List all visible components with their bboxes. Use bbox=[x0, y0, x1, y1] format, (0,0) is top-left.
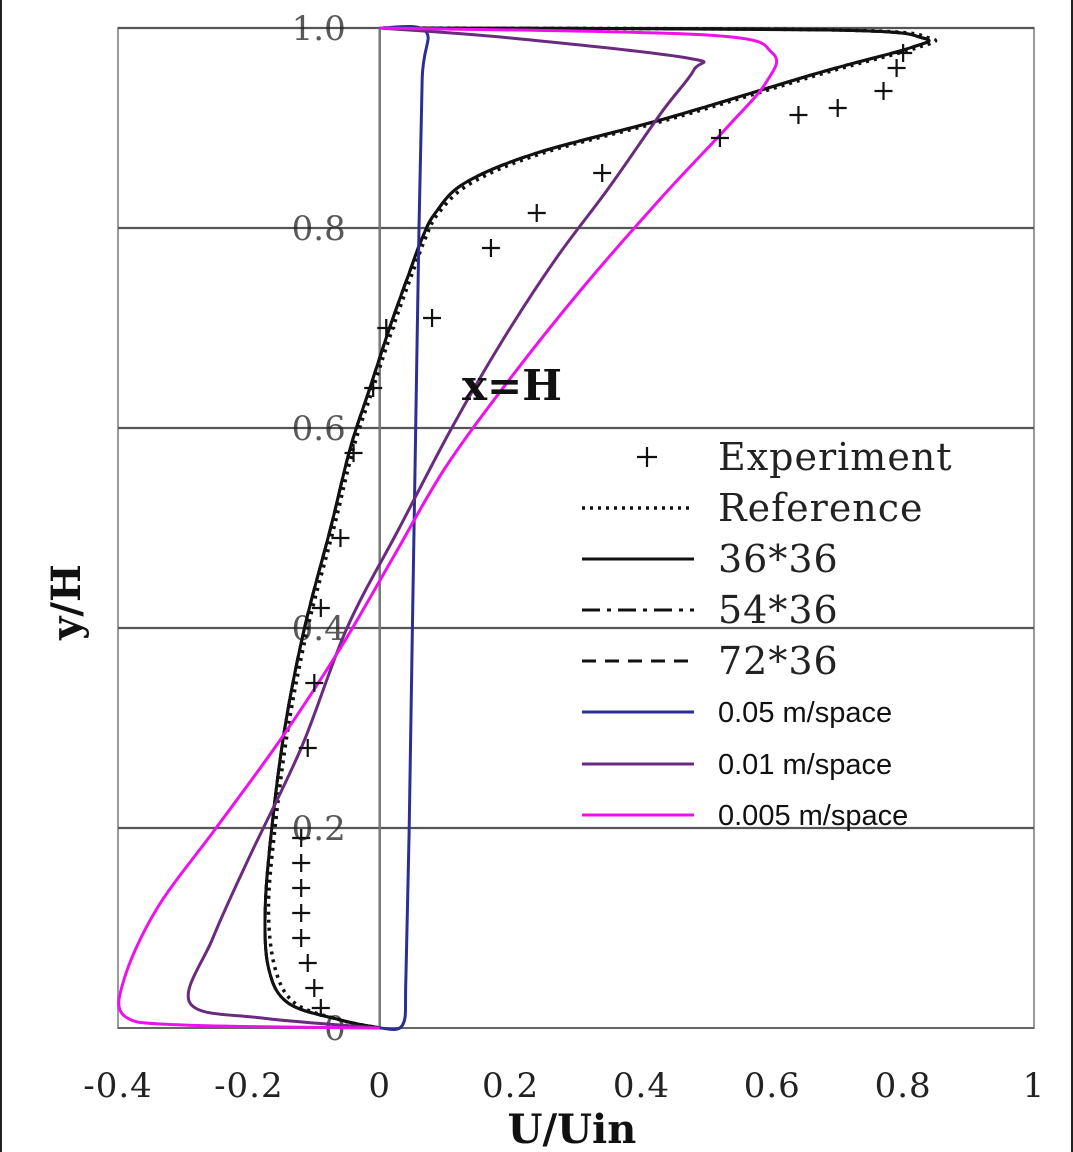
x-tick-label: -0.2 bbox=[214, 1066, 284, 1106]
legend-label: 72*36 bbox=[718, 639, 839, 683]
experiment-point bbox=[789, 106, 808, 124]
x-axis-label: U/Uin bbox=[508, 1106, 637, 1152]
y-tick-label: 0.2 bbox=[292, 809, 346, 849]
experiment-point bbox=[292, 929, 311, 947]
legend-label: Reference bbox=[718, 486, 924, 530]
experiment-point bbox=[481, 239, 500, 257]
series-line-6 bbox=[186, 26, 706, 1030]
experiment-point bbox=[828, 99, 847, 117]
legend-label: 54*36 bbox=[718, 588, 839, 632]
experiment-point bbox=[710, 129, 729, 147]
y-tick-labels: 00.20.40.60.81.0 bbox=[292, 9, 346, 1049]
x-tick-label: 0.4 bbox=[613, 1066, 670, 1106]
experiment-point bbox=[305, 979, 324, 997]
series-line-5 bbox=[379, 25, 430, 1031]
legend-label: 36*36 bbox=[718, 537, 839, 581]
legend: Experiment Reference 36*36 54*36 72*36 0.05 m… bbox=[582, 435, 953, 832]
legend-label: Experiment bbox=[718, 435, 953, 479]
experiment-point bbox=[292, 904, 311, 922]
experiment-point bbox=[331, 529, 350, 547]
legend-marker bbox=[637, 447, 657, 467]
experiment-point bbox=[423, 309, 442, 327]
experiment-point bbox=[874, 82, 893, 100]
y-tick-label: 0.8 bbox=[292, 209, 346, 249]
y-tick-label: 0.6 bbox=[292, 409, 346, 449]
experiment-point bbox=[894, 44, 913, 62]
x-tick-label: 0 bbox=[368, 1066, 391, 1106]
experiment-point bbox=[311, 599, 330, 617]
x-tick-label: -0.4 bbox=[83, 1066, 153, 1106]
series-line-2 bbox=[263, 26, 931, 1030]
experiment-point bbox=[887, 59, 906, 77]
y-axis-label: y/H bbox=[43, 564, 90, 641]
experiment-point bbox=[292, 879, 311, 897]
series-line-1 bbox=[266, 26, 938, 1030]
experiment-point bbox=[305, 674, 324, 692]
experiment-point bbox=[298, 954, 317, 972]
y-tick-label: 1.0 bbox=[292, 9, 346, 49]
series-line-7 bbox=[117, 26, 779, 1030]
data-series bbox=[117, 25, 938, 1031]
x-tick-label: 0.6 bbox=[744, 1066, 801, 1106]
legend-label: 0.01 m/space bbox=[718, 749, 892, 781]
experiment-point bbox=[527, 204, 546, 222]
legend-label: 0.005 m/space bbox=[718, 800, 908, 832]
experiment-point bbox=[593, 164, 612, 182]
experiment-point bbox=[344, 444, 363, 462]
x-tick-label: 1 bbox=[1023, 1066, 1046, 1106]
x-tick-label: 0.8 bbox=[875, 1066, 932, 1106]
experiment-point bbox=[377, 319, 396, 337]
experiment-point bbox=[364, 379, 383, 397]
experiment-point bbox=[298, 739, 317, 757]
experiment-point bbox=[311, 999, 330, 1017]
x-tick-labels: -0.4 -0.2 0 0.2 0.4 0.6 0.8 1 bbox=[83, 1066, 1046, 1106]
x-tick-label: 0.2 bbox=[482, 1066, 539, 1106]
experiment-point bbox=[292, 829, 311, 847]
experiment-point bbox=[292, 854, 311, 872]
position-annotation: x=H bbox=[462, 361, 562, 410]
legend-label: 0.05 m/space bbox=[718, 697, 892, 729]
